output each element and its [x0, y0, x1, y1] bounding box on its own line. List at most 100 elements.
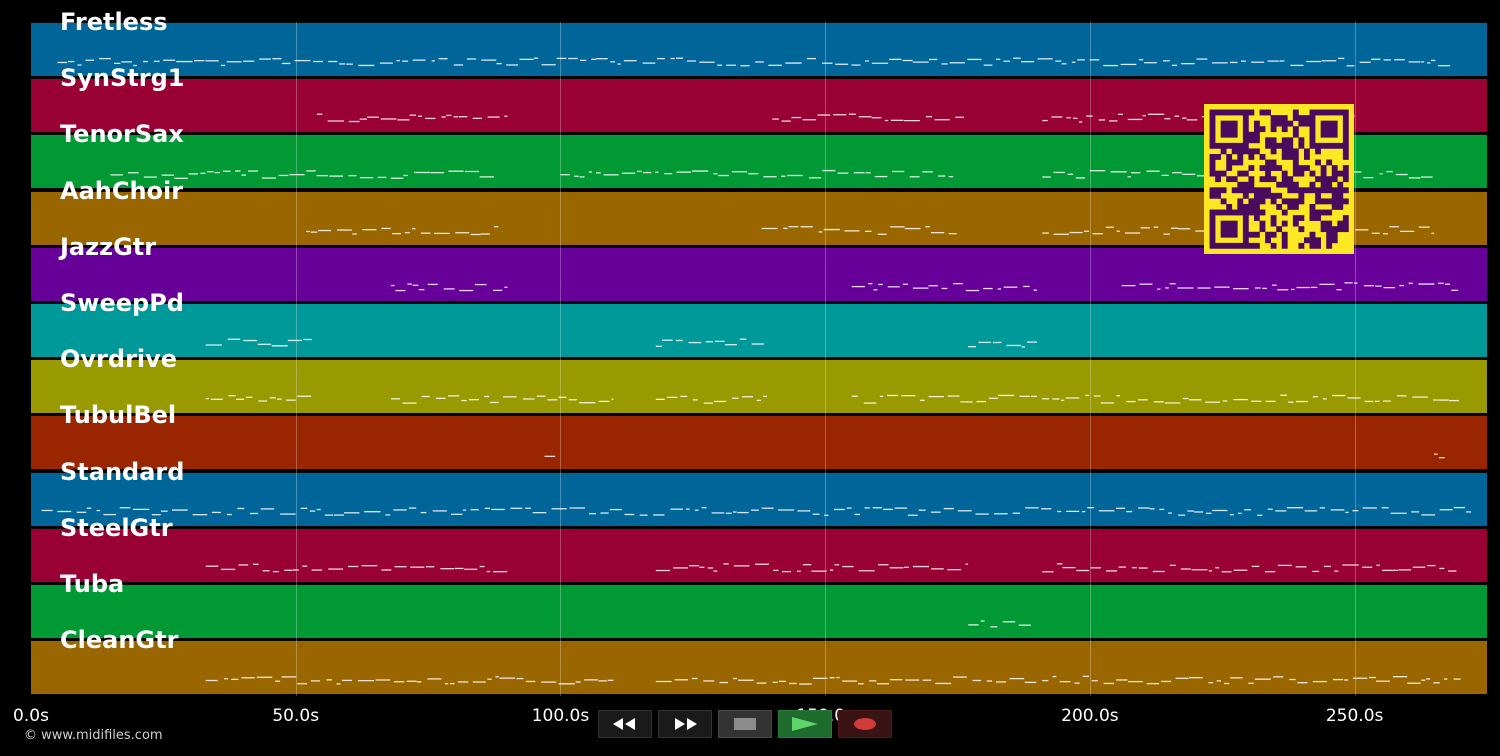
qr-module	[1315, 215, 1321, 221]
qr-module	[1320, 170, 1327, 177]
qr-module	[1248, 242, 1255, 249]
track-row[interactable]	[31, 359, 1487, 414]
qr-module	[1331, 198, 1338, 205]
qr-module	[1242, 142, 1249, 149]
qr-module	[1215, 109, 1221, 116]
track-row[interactable]	[31, 22, 1487, 76]
track-label: Fretless	[60, 8, 168, 36]
qr-module	[1242, 148, 1249, 155]
qr-module	[1292, 148, 1299, 155]
qr-module	[1298, 137, 1305, 144]
qr-module	[1337, 204, 1344, 210]
qr-module	[1254, 131, 1260, 138]
qr-module	[1215, 176, 1221, 183]
qr-module	[1315, 148, 1321, 155]
qr-module	[1265, 109, 1271, 116]
qr-module	[1326, 237, 1333, 244]
qr-module	[1259, 165, 1266, 171]
qr-module	[1242, 192, 1249, 199]
qr-module	[1337, 192, 1344, 199]
qr-module	[1342, 198, 1349, 205]
qr-module	[1226, 231, 1233, 238]
qr-module	[1342, 165, 1349, 171]
track-row[interactable]	[31, 415, 1487, 470]
qr-module	[1226, 154, 1233, 160]
qr-module	[1326, 231, 1333, 238]
track-row[interactable]	[31, 303, 1487, 357]
qr-module	[1237, 198, 1244, 205]
qr-module	[1309, 115, 1316, 121]
qr-module	[1320, 120, 1327, 127]
qr-module	[1248, 137, 1255, 144]
qr-module	[1304, 120, 1310, 127]
qr-module	[1337, 109, 1344, 116]
qr-module	[1331, 226, 1338, 233]
qr-module	[1309, 237, 1316, 244]
qr-module	[1254, 137, 1260, 144]
qr-module	[1231, 209, 1238, 216]
qr-module	[1226, 176, 1233, 183]
qr-module	[1231, 176, 1238, 183]
track-row[interactable]	[31, 584, 1487, 638]
qr-module	[1270, 115, 1277, 121]
track-row[interactable]	[31, 527, 1487, 582]
qr-module	[1220, 198, 1227, 205]
qr-module	[1237, 148, 1244, 155]
qr-module	[1259, 109, 1266, 116]
qr-module	[1326, 142, 1333, 149]
qr-module	[1242, 231, 1249, 238]
qr-module	[1270, 231, 1277, 238]
qr-module	[1259, 176, 1266, 183]
rewind-button[interactable]	[598, 710, 652, 738]
track-row[interactable]	[31, 471, 1487, 526]
track-label: AahChoir	[60, 176, 184, 205]
qr-module	[1281, 154, 1288, 160]
qr-module	[1237, 204, 1244, 210]
qr-module	[1287, 142, 1294, 149]
qr-module	[1292, 220, 1299, 227]
qr-module	[1215, 154, 1221, 160]
qr-module	[1331, 187, 1338, 194]
track-row[interactable]	[31, 246, 1487, 301]
qr-module	[1287, 120, 1294, 127]
qr-module	[1315, 198, 1321, 205]
track-row[interactable]	[31, 640, 1487, 695]
qr-module	[1242, 220, 1249, 227]
qr-module	[1242, 242, 1249, 249]
qr-module	[1292, 115, 1299, 121]
qr-module	[1226, 120, 1233, 127]
qr-module	[1304, 165, 1310, 171]
qr-module	[1248, 209, 1255, 216]
qr-code-graphic	[1209, 109, 1349, 249]
qr-module	[1270, 148, 1277, 155]
qr-module	[1287, 176, 1294, 183]
qr-module	[1309, 137, 1316, 144]
qr-code-icon[interactable]	[1204, 104, 1354, 254]
qr-module	[1209, 131, 1216, 138]
stop-button[interactable]	[718, 710, 772, 738]
qr-module	[1309, 215, 1316, 221]
qr-module	[1209, 126, 1216, 133]
qr-module	[1342, 154, 1349, 160]
fast-forward-button[interactable]	[658, 710, 712, 738]
qr-module	[1248, 154, 1255, 160]
qr-module	[1242, 115, 1249, 121]
play-button[interactable]	[778, 710, 832, 738]
qr-module	[1226, 131, 1233, 138]
qr-module	[1242, 131, 1249, 138]
qr-module	[1326, 198, 1333, 205]
qr-module	[1270, 215, 1277, 221]
qr-module	[1231, 187, 1238, 194]
qr-module	[1270, 198, 1277, 205]
qr-module	[1242, 226, 1249, 233]
qr-module	[1298, 226, 1305, 233]
qr-module	[1215, 187, 1221, 194]
qr-module	[1215, 170, 1221, 177]
qr-module	[1270, 120, 1277, 127]
qr-module	[1242, 109, 1249, 116]
qr-module	[1220, 142, 1227, 149]
record-button[interactable]	[838, 710, 892, 738]
qr-module	[1287, 198, 1294, 205]
qr-module	[1309, 187, 1316, 194]
qr-module	[1254, 215, 1260, 221]
